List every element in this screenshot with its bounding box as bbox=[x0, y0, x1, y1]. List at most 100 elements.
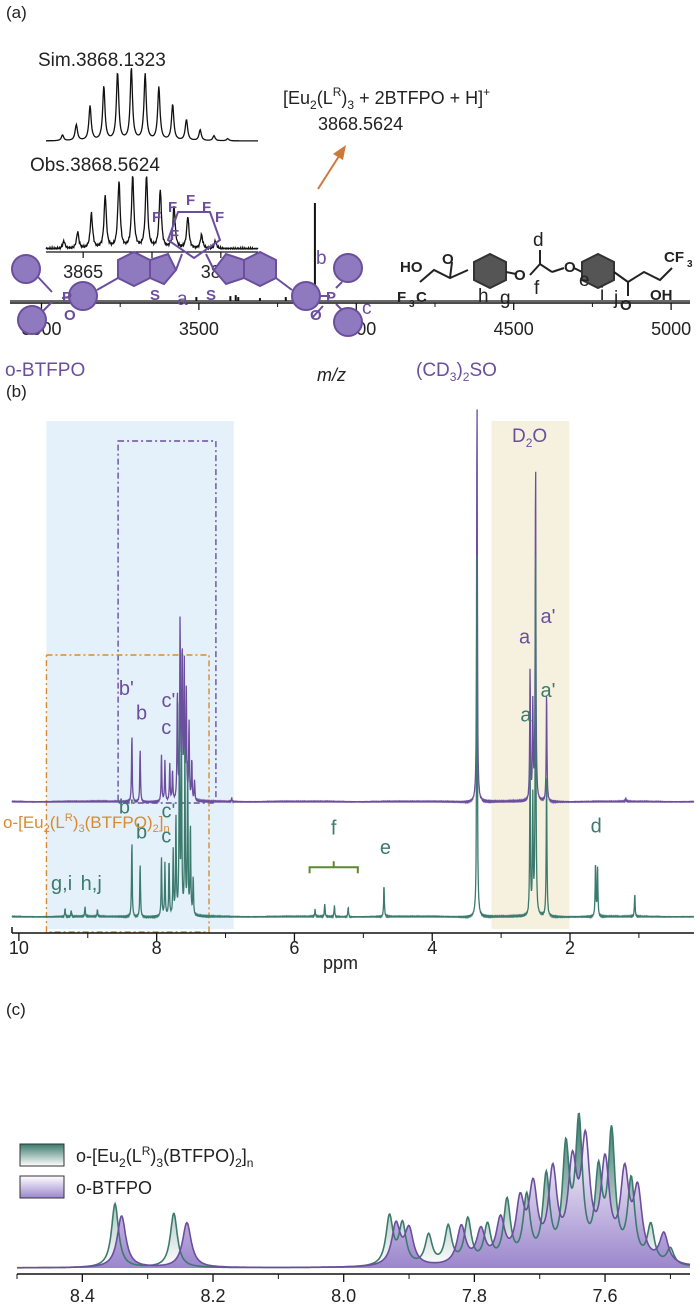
svg-text:F: F bbox=[397, 289, 406, 306]
nmr-zoom-box-top bbox=[117, 440, 217, 804]
legend-swatch-eu-complex bbox=[19, 1143, 65, 1167]
nmr-trace-eu-complex bbox=[11, 554, 695, 920]
zoom-tick-label-8.4: 8.4 bbox=[70, 1286, 95, 1306]
svg-text:F: F bbox=[170, 227, 179, 244]
svg-text:OH: OH bbox=[650, 287, 673, 304]
ms-x-axis-label: m/z bbox=[317, 365, 346, 385]
nmr-peak-label-0-3: c bbox=[161, 717, 171, 739]
nmr-zoom-box-bottom bbox=[45, 654, 210, 933]
nmr-peak-label-1-0: g,i bbox=[51, 873, 72, 895]
svg-text:e: e bbox=[579, 270, 590, 291]
nmr-peak-label-0-0: b' bbox=[119, 678, 134, 700]
structure-caption-o-btfpo: o-BTFPO bbox=[5, 360, 85, 381]
nmr-tick-label-6: 6 bbox=[289, 938, 299, 958]
zoom-tick-label-7.8: 7.8 bbox=[462, 1286, 487, 1306]
svg-text:c: c bbox=[362, 298, 372, 319]
ms-annotation-formula: [Eu2(LR)3 + 2BTFPO + H]+ bbox=[283, 85, 490, 112]
legend-swatch-o-btfpo bbox=[19, 1175, 65, 1199]
inset-simulated-isotope-pattern bbox=[46, 68, 258, 142]
ms-tick-label-4500: 4500 bbox=[494, 319, 534, 339]
panel-b-label: (b) bbox=[6, 382, 27, 401]
nmr-peak-label-1-9: a' bbox=[540, 680, 555, 702]
nmr-peak-label-1-4: c' bbox=[161, 800, 175, 822]
svg-text:h: h bbox=[478, 286, 489, 307]
nmr-peak-label-1-5: c bbox=[161, 825, 171, 847]
svg-text:O: O bbox=[620, 297, 632, 314]
svg-text:O: O bbox=[514, 267, 526, 284]
svg-text:O: O bbox=[64, 307, 76, 324]
linker-atom-labels: HO O F 3 C d O e O f h g i j O OH CF 3 bbox=[397, 230, 693, 314]
svg-text:g: g bbox=[500, 288, 511, 309]
zoom-line-o-btfpo bbox=[17, 1128, 691, 1269]
zoom-tick-label-8.0: 8.0 bbox=[331, 1286, 356, 1306]
svg-text:3: 3 bbox=[409, 299, 415, 310]
linker-structure bbox=[419, 250, 673, 296]
ms-tick-label-5000: 5000 bbox=[651, 319, 691, 339]
nmr-trace-o-btfpo bbox=[11, 409, 695, 805]
nmr-tick-label-8: 8 bbox=[152, 938, 162, 958]
zoom-area-o-btfpo bbox=[17, 1130, 690, 1268]
svg-text:S: S bbox=[206, 287, 216, 304]
nmr-peak-label-1-8: a bbox=[520, 705, 532, 727]
nmr-peak-label-0-4: a bbox=[519, 626, 531, 648]
nmr-highlight-region-0 bbox=[46, 421, 234, 929]
svg-text:O: O bbox=[442, 251, 454, 268]
inset-observed-isotope-pattern bbox=[45, 176, 259, 251]
panel-a-label: (a) bbox=[6, 3, 27, 22]
svg-text:HO: HO bbox=[400, 259, 423, 276]
nmr-peak-label-1-2: b' bbox=[119, 797, 134, 819]
nmr-peak-label-1-3: b bbox=[136, 821, 147, 843]
annotation-arrow-head bbox=[333, 145, 346, 160]
ms-annotation-mass: 3868.5624 bbox=[318, 114, 403, 134]
solvent-label: (CD3)2SO bbox=[416, 360, 497, 384]
svg-text:3: 3 bbox=[687, 259, 693, 270]
svg-text:CF: CF bbox=[664, 249, 684, 266]
svg-text:S: S bbox=[150, 287, 160, 304]
inset-obs-label: Obs.3868.5624 bbox=[30, 155, 160, 176]
annotation-arrow-shaft bbox=[317, 152, 342, 190]
svg-text:F: F bbox=[215, 209, 224, 226]
nmr-tick-label-2: 2 bbox=[565, 938, 575, 958]
nmr-tick-label-10: 10 bbox=[9, 938, 29, 958]
legend-label-eu-complex: o-[Eu2(LR)3(BTFPO)2]n bbox=[76, 1144, 253, 1170]
nmr-f-bracket bbox=[308, 861, 359, 874]
zoom-tick-label-8.2: 8.2 bbox=[201, 1286, 226, 1306]
nmr-tick-label-4: 4 bbox=[427, 938, 437, 958]
inset-sim-label: Sim.3868.1323 bbox=[38, 50, 166, 71]
svg-text:F: F bbox=[168, 199, 177, 216]
svg-text:F: F bbox=[186, 192, 195, 209]
nmr-peak-label-0-5: a' bbox=[540, 606, 555, 628]
svg-text:P: P bbox=[62, 289, 72, 306]
water-label: D2O bbox=[512, 426, 547, 450]
svg-text:f: f bbox=[534, 278, 540, 299]
svg-text:F: F bbox=[152, 209, 161, 226]
panel-c-zoomed-nmr: 8.4 8.2 8.0 7.8 7.6 bbox=[16, 1112, 691, 1306]
o-btfpo-atom-labels: F F F F F F P O S S a b c P O bbox=[62, 192, 372, 324]
zoom-tick-label-7.6: 7.6 bbox=[593, 1286, 618, 1306]
nmr-x-axis-label: ppm bbox=[323, 953, 358, 973]
nmr-peak-label-0-1: b bbox=[136, 703, 147, 725]
svg-text:j: j bbox=[613, 288, 618, 309]
svg-text:F: F bbox=[202, 199, 211, 216]
svg-text:d: d bbox=[533, 230, 544, 251]
nmr-peak-label-1-6: f bbox=[331, 818, 337, 840]
nmr-peak-label-1-7: e bbox=[380, 837, 391, 859]
o-btfpo-structure bbox=[11, 211, 363, 337]
legend-eu-complex-b: o-[Eu2(LR)3(BTFPO)2]n bbox=[3, 812, 170, 835]
legend-label-o-btfpo: o-BTFPO bbox=[76, 1178, 152, 1198]
svg-text:b: b bbox=[316, 248, 327, 269]
panel-c-label: (c) bbox=[6, 1000, 26, 1019]
svg-text:O: O bbox=[564, 259, 576, 276]
inset-tick-label-3865: 3865 bbox=[63, 262, 103, 282]
ms-tick-label-3500: 3500 bbox=[179, 319, 219, 339]
nmr-peak-label-1-1: h,j bbox=[81, 873, 102, 895]
nmr-peak-label-1-10: d bbox=[591, 816, 602, 838]
svg-text:C: C bbox=[416, 289, 427, 306]
svg-text:a: a bbox=[177, 289, 188, 310]
svg-text:O: O bbox=[310, 307, 322, 324]
svg-text:i: i bbox=[600, 284, 604, 305]
nmr-peak-label-0-2: c' bbox=[161, 690, 175, 712]
svg-text:P: P bbox=[326, 289, 336, 306]
